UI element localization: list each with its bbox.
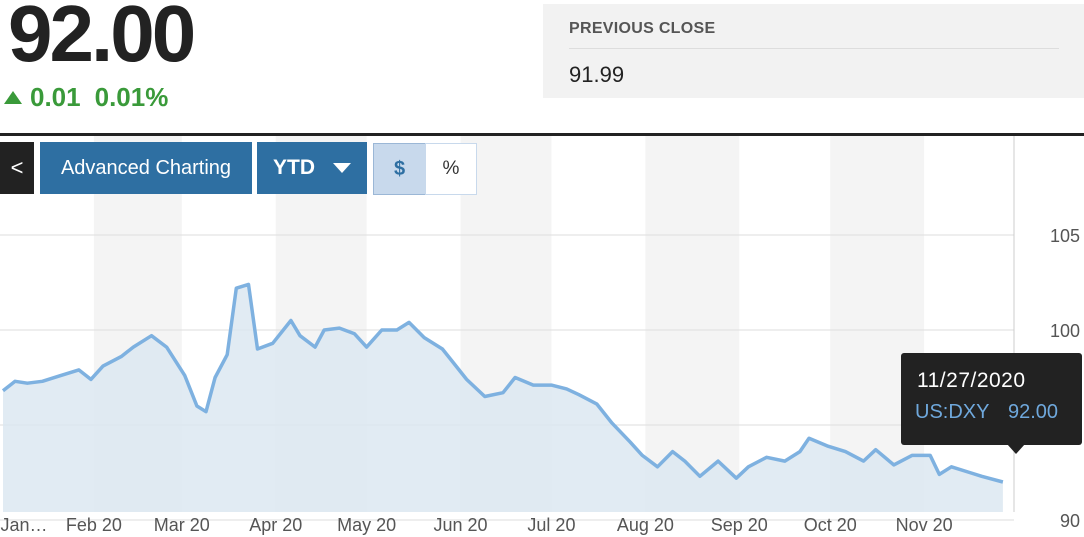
price-change: 0.01 0.01% (4, 82, 168, 113)
chevron-down-icon (333, 163, 351, 173)
x-tick-label: Nov 20 (896, 515, 953, 535)
previous-close-value: 91.99 (569, 62, 625, 87)
x-tick-label: May 20 (337, 515, 396, 535)
previous-close-divider (569, 48, 1059, 49)
x-tick-label: Mar 20 (154, 515, 210, 535)
x-tick-label: Apr 20 (249, 515, 302, 535)
tooltip-date: 11/27/2020 (917, 369, 1026, 392)
month-band (645, 136, 740, 512)
range-dropdown[interactable]: YTD (257, 142, 367, 194)
advanced-charting-button[interactable]: Advanced Charting (40, 142, 252, 194)
price-area (3, 284, 1003, 512)
x-tick-label: Feb 20 (66, 515, 122, 535)
price-chart[interactable]: 90 100 105 Jan… Feb 20 Mar 20 Apr 20 May 20 Jun… (0, 136, 1084, 537)
last-price: 92.00 (8, 0, 196, 78)
section-divider (0, 133, 1084, 136)
chart-tooltip: 11/27/2020 US:DXY 92.00 (901, 353, 1082, 454)
y-tick-label: 105 (1050, 226, 1080, 246)
x-tick-label: Jan… (0, 515, 47, 535)
previous-close-panel: PREVIOUS CLOSE 91.99 (543, 4, 1084, 98)
dollar-toggle[interactable]: $ (373, 143, 426, 195)
change-percent: 0.01% (94, 82, 169, 112)
change-value: 0.01 (30, 82, 81, 112)
x-tick-label: Sep 20 (711, 515, 768, 535)
range-label: YTD (273, 156, 315, 179)
x-tick-label: Jun 20 (434, 515, 488, 535)
up-arrow-icon (4, 91, 22, 104)
back-button[interactable]: < (0, 142, 34, 194)
tooltip-symbol: US:DXY (915, 401, 990, 423)
previous-close-label: PREVIOUS CLOSE (569, 20, 716, 37)
x-tick-label: Jul 20 (527, 515, 575, 535)
x-tick-label: Oct 20 (804, 515, 857, 535)
x-tick-label: Aug 20 (617, 515, 674, 535)
y-tick-label: 90 (1060, 511, 1080, 531)
y-tick-label: 100 (1050, 321, 1080, 341)
tooltip-value: 92.00 (1008, 401, 1059, 423)
percent-toggle[interactable]: % (425, 143, 477, 195)
price-line (1, 282, 1004, 484)
